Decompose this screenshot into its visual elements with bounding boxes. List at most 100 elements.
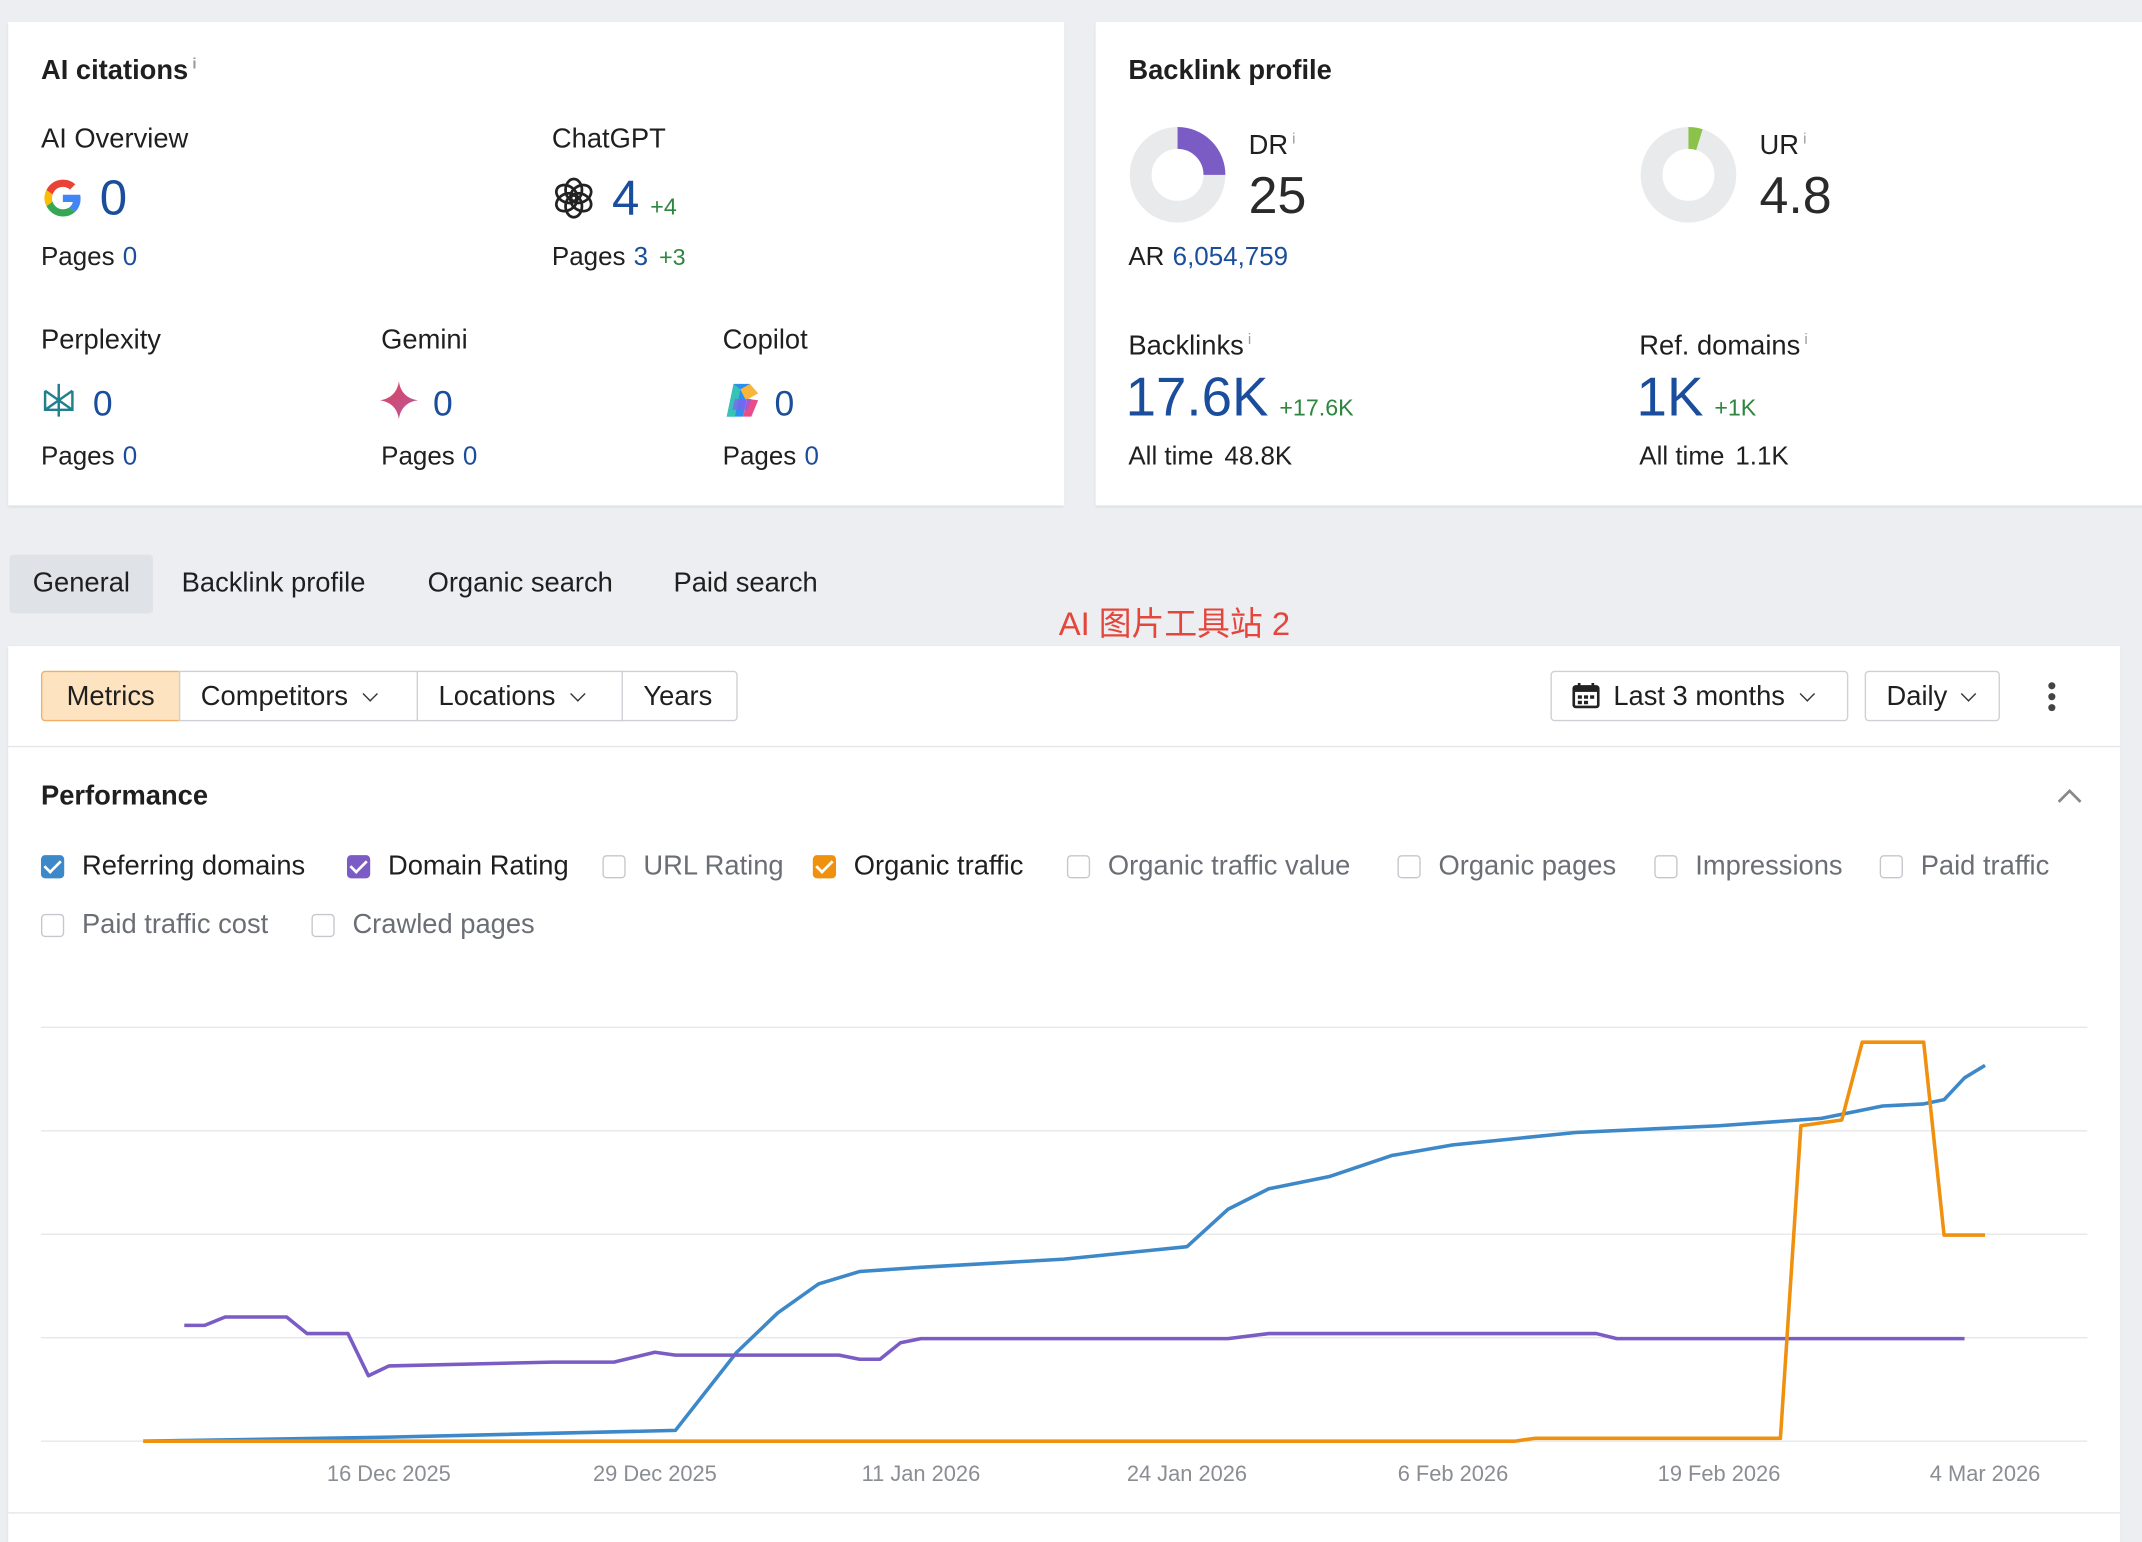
metric-toggle[interactable]: Organic traffic value bbox=[1066, 850, 1351, 883]
series-line bbox=[143, 1063, 1986, 1443]
ur-label: UR i bbox=[1759, 123, 1806, 162]
divider bbox=[8, 745, 2121, 748]
button-text: Daily bbox=[1886, 681, 1948, 712]
pages-value: 3 bbox=[633, 243, 649, 272]
label-text: Backlinks bbox=[1128, 331, 1244, 362]
metrics-button[interactable]: Metrics bbox=[40, 670, 181, 722]
metric-label: ChatGPT bbox=[551, 124, 666, 155]
legend-label: Organic traffic bbox=[853, 851, 1024, 882]
card-title: AI citations i bbox=[41, 56, 197, 87]
tab[interactable]: Backlink profile bbox=[181, 568, 366, 599]
metric-toggle[interactable]: URL Rating bbox=[602, 850, 784, 883]
metric-toggle[interactable]: Paid traffic cost bbox=[40, 908, 269, 941]
dr-value: 25 bbox=[1248, 168, 1307, 226]
interval-button[interactable]: Daily bbox=[1864, 670, 2000, 722]
checkbox[interactable] bbox=[311, 913, 335, 937]
backlinks-value: 17.6K bbox=[1125, 367, 1269, 428]
metric-change: +4 bbox=[650, 193, 677, 220]
button-text: Last 3 months bbox=[1613, 681, 1785, 712]
x-tick-label: 24 Jan 2026 bbox=[1127, 1461, 1247, 1486]
chatgpt-icon bbox=[554, 177, 593, 219]
overview-panel bbox=[8, 646, 2121, 1542]
collapse-caret[interactable] bbox=[2056, 787, 2083, 806]
toggle-label: Organic traffic value bbox=[1107, 851, 1351, 882]
pages-row: Pages 0 bbox=[723, 443, 819, 473]
ref-domains-label: Ref. domains i bbox=[1639, 324, 1807, 363]
ref-domains-value-row: 1K +1K bbox=[1637, 366, 1757, 440]
pages-label: Pages bbox=[40, 243, 115, 272]
section-title: Performance bbox=[40, 781, 209, 812]
card-title: Backlink profile bbox=[1128, 56, 1332, 87]
ar-row: AR 6,054,759 bbox=[1128, 243, 1288, 273]
metric-value-row: 4 +4 bbox=[612, 170, 677, 235]
legend-label: Referring domains bbox=[81, 851, 306, 882]
info-icon[interactable]: i bbox=[192, 56, 197, 73]
metric-toggle[interactable]: Impressions bbox=[1654, 850, 1843, 883]
ref-domains-value: 1K bbox=[1636, 367, 1704, 428]
button-text: Competitors bbox=[200, 681, 349, 712]
pages-row: Pages 0 bbox=[41, 443, 137, 473]
info-icon[interactable]: i bbox=[1292, 131, 1296, 148]
project-name: AI 图片工具站 2 bbox=[1058, 606, 1291, 644]
metric-value: 0 bbox=[774, 382, 795, 424]
button-text: Locations bbox=[438, 681, 556, 712]
checkbox[interactable] bbox=[40, 913, 65, 937]
alltime-row: All time 48.8K bbox=[1128, 443, 1292, 473]
x-tick-label: 16 Dec 2025 bbox=[327, 1461, 451, 1486]
checkbox[interactable] bbox=[812, 854, 837, 878]
ref-domains-change: +1K bbox=[1714, 394, 1757, 421]
checkbox[interactable] bbox=[40, 854, 65, 878]
metric-toggle[interactable]: Domain Rating bbox=[346, 850, 569, 883]
tab[interactable]: Organic search bbox=[427, 568, 613, 599]
competitors-button[interactable]: Competitors bbox=[178, 670, 419, 722]
backlinks-change: +17.6K bbox=[1279, 394, 1354, 421]
pages-label: Pages bbox=[722, 442, 797, 472]
metric-toggle[interactable]: Organic pages bbox=[1397, 850, 1616, 883]
dr-label: DR i bbox=[1249, 123, 1296, 162]
pages-value: 0 bbox=[462, 442, 478, 472]
google-icon bbox=[44, 179, 81, 217]
tab[interactable]: Paid search bbox=[673, 568, 818, 599]
pages-value: 0 bbox=[122, 442, 138, 472]
metric-toggle[interactable]: Organic traffic bbox=[812, 850, 1024, 883]
donut-arc bbox=[1688, 127, 1703, 151]
checkbox[interactable] bbox=[1066, 854, 1091, 878]
info-icon[interactable]: i bbox=[1803, 131, 1807, 148]
x-tick-label: 11 Jan 2026 bbox=[862, 1461, 981, 1486]
checkbox[interactable] bbox=[1397, 854, 1421, 878]
metric-toggle[interactable]: Referring domains bbox=[40, 850, 306, 883]
locations-button[interactable]: Locations bbox=[416, 670, 623, 722]
toggle-label: Paid traffic cost bbox=[81, 909, 269, 940]
toggle-label: Crawled pages bbox=[352, 909, 535, 940]
metric-label: Copilot bbox=[722, 325, 808, 356]
label-text: UR bbox=[1759, 130, 1799, 161]
metric-value: 0 bbox=[433, 382, 453, 424]
more-menu[interactable] bbox=[2044, 680, 2060, 713]
metric-toggle[interactable]: Crawled pages bbox=[311, 908, 535, 941]
pages-label: Pages bbox=[40, 442, 115, 472]
info-icon[interactable]: i bbox=[1804, 331, 1808, 349]
checkbox[interactable] bbox=[1654, 854, 1678, 878]
tab[interactable]: General bbox=[9, 554, 154, 614]
pages-row: Pages 0 bbox=[381, 443, 477, 473]
ai-citations-card: AI citations i AI Overview 0 Pages 0 ChatG… bbox=[8, 21, 1065, 506]
info-icon[interactable]: i bbox=[1247, 331, 1252, 349]
date-range-button[interactable]: Last 3 months bbox=[1550, 670, 1849, 722]
metric-toggle[interactable]: Paid traffic bbox=[1879, 850, 2049, 883]
years-button[interactable]: Years bbox=[621, 670, 738, 722]
metric-label: AI Overview bbox=[40, 124, 189, 155]
checkbox[interactable] bbox=[602, 854, 626, 878]
ur-value: 4.8 bbox=[1759, 168, 1832, 226]
ar-value: 6,054,759 bbox=[1172, 243, 1289, 272]
pages-label: Pages bbox=[381, 442, 455, 472]
gemini-icon bbox=[379, 381, 419, 420]
checkbox[interactable] bbox=[1879, 854, 1903, 878]
x-tick-label: 4 Mar 2026 bbox=[1930, 1461, 2040, 1486]
checkbox[interactable] bbox=[346, 854, 371, 878]
pages-change: +3 bbox=[659, 244, 686, 271]
label-text: DR bbox=[1248, 130, 1289, 161]
